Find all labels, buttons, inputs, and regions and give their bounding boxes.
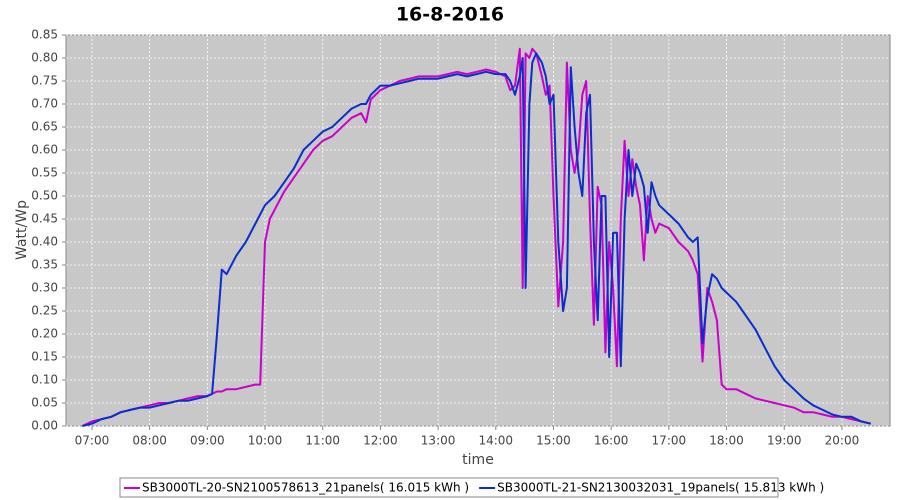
y-tick-label: 0.65 xyxy=(31,120,58,134)
x-tick-label: 09:00 xyxy=(190,434,225,448)
x-tick-label: 13:00 xyxy=(421,434,456,448)
x-tick-label: 15:00 xyxy=(536,434,571,448)
y-tick-label: 0.70 xyxy=(31,97,58,111)
x-tick-label: 14:00 xyxy=(478,434,513,448)
y-tick-label: 0.15 xyxy=(31,350,58,364)
y-tick-label: 0.00 xyxy=(31,419,58,433)
y-tick-label: 0.35 xyxy=(31,258,58,272)
legend-box xyxy=(119,477,779,498)
y-tick-label: 0.55 xyxy=(31,166,58,180)
series-line xyxy=(82,52,872,427)
y-tick-label: 0.20 xyxy=(31,327,58,341)
x-tick-label: 08:00 xyxy=(132,434,167,448)
x-axis-label: time xyxy=(462,452,494,468)
x-tick-label: 16:00 xyxy=(594,434,629,448)
x-tick-label: 07:00 xyxy=(75,434,110,448)
y-tick-label: 0.75 xyxy=(31,74,58,88)
y-tick-label: 0.40 xyxy=(31,235,58,249)
y-tick-label: 0.50 xyxy=(31,189,58,203)
x-tick-label: 18:00 xyxy=(709,434,744,448)
y-tick-label: 0.30 xyxy=(31,281,58,295)
x-tick-label: 17:00 xyxy=(652,434,687,448)
y-tick-label: 0.80 xyxy=(31,51,58,65)
y-tick-label: 0.45 xyxy=(31,212,58,226)
x-tick-label: 19:00 xyxy=(767,434,802,448)
y-tick-label: 0.60 xyxy=(31,143,58,157)
y-tick-label: 0.10 xyxy=(31,373,58,387)
plot-area xyxy=(65,34,891,427)
chart-title: 16-8-2016 xyxy=(396,4,504,26)
legend-label: SB3000TL-21-SN2130032031_19panels( 15.81… xyxy=(497,481,824,495)
x-tick-label: 20:00 xyxy=(825,434,860,448)
y-tick-label: 0.25 xyxy=(31,304,58,318)
x-tick-label: 11:00 xyxy=(305,434,340,448)
y-tick-label: 0.85 xyxy=(31,28,58,42)
y-axis-label: Watt/Wp xyxy=(14,200,30,260)
x-tick-label: 10:00 xyxy=(248,434,283,448)
y-tick-label: 0.05 xyxy=(31,396,58,410)
legend-label: SB3000TL-20-SN2100578613_21panels( 16.01… xyxy=(142,481,469,495)
x-tick-label: 12:00 xyxy=(363,434,398,448)
